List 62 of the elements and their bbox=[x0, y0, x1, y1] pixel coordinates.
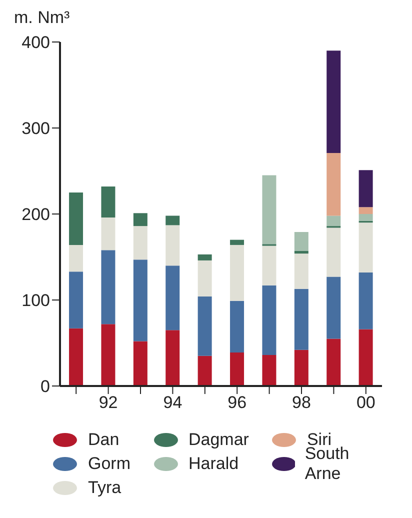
x-tick-label: 98 bbox=[292, 393, 311, 412]
bar bbox=[101, 186, 116, 218]
legend-label: Dagmar bbox=[188, 430, 249, 450]
bar bbox=[101, 217, 116, 250]
bar bbox=[294, 250, 308, 254]
bar bbox=[166, 225, 180, 266]
bar bbox=[230, 300, 244, 352]
y-tick-label: 400 bbox=[22, 33, 50, 52]
bar bbox=[230, 352, 244, 386]
bar bbox=[326, 152, 341, 216]
bar bbox=[101, 324, 116, 386]
bar bbox=[198, 296, 212, 356]
bar bbox=[326, 216, 341, 226]
bar bbox=[358, 170, 373, 208]
bar bbox=[358, 222, 373, 272]
bar bbox=[198, 356, 212, 386]
bar bbox=[230, 244, 244, 301]
legend-label: Gorm bbox=[88, 454, 130, 474]
y-tick-label: 100 bbox=[22, 291, 50, 310]
bar bbox=[358, 214, 373, 221]
legend-label: South Arne bbox=[304, 444, 350, 484]
bar bbox=[166, 330, 180, 386]
legend-label: Harald bbox=[188, 454, 239, 474]
bar bbox=[69, 244, 84, 272]
bar bbox=[262, 285, 276, 356]
x-tick-label: 00 bbox=[356, 393, 376, 412]
x-tick-label: 92 bbox=[98, 393, 118, 412]
bar bbox=[166, 216, 180, 226]
bar bbox=[326, 50, 341, 153]
bar bbox=[358, 272, 373, 330]
bar bbox=[262, 175, 276, 244]
y-tick-label: 200 bbox=[22, 205, 50, 224]
bar bbox=[294, 288, 308, 350]
bar bbox=[262, 246, 276, 286]
bar bbox=[294, 254, 308, 289]
bar bbox=[198, 254, 212, 260]
bar bbox=[326, 338, 341, 386]
bar bbox=[101, 250, 116, 324]
bar bbox=[294, 232, 308, 251]
bar bbox=[133, 341, 148, 386]
legend-label: Dan bbox=[88, 430, 120, 450]
bar bbox=[133, 226, 148, 260]
bar bbox=[69, 192, 84, 245]
bar bbox=[69, 328, 84, 386]
bar bbox=[326, 276, 341, 339]
x-tick-label: 96 bbox=[228, 393, 247, 412]
bar bbox=[133, 213, 148, 226]
y-tick-label: 0 bbox=[40, 377, 50, 396]
bar bbox=[166, 266, 180, 330]
bar bbox=[358, 329, 373, 386]
legend-label: Tyra bbox=[88, 478, 122, 498]
bar bbox=[358, 207, 373, 214]
bar bbox=[294, 350, 308, 386]
bar bbox=[262, 355, 276, 386]
y-tick-label: 300 bbox=[22, 119, 50, 138]
bar bbox=[230, 240, 244, 245]
bar bbox=[133, 260, 148, 342]
x-tick-label: 94 bbox=[163, 393, 182, 412]
bar bbox=[326, 228, 341, 277]
bar bbox=[69, 272, 84, 328]
y-axis-title: m. Nm³ bbox=[13, 8, 71, 29]
bar bbox=[198, 260, 212, 297]
